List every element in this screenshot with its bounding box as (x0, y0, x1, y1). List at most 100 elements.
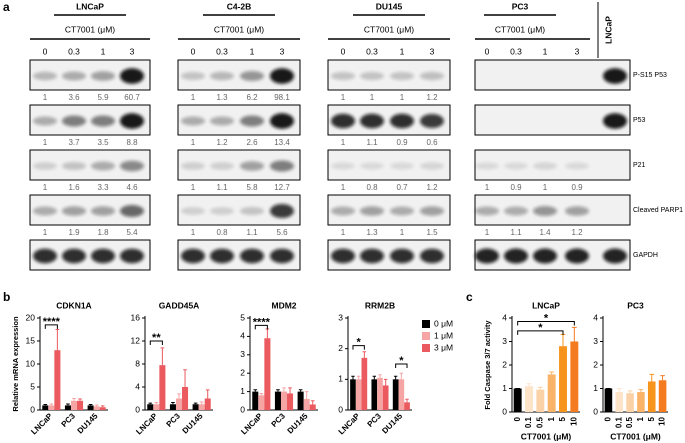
quantification: 1 (485, 228, 490, 237)
x-tick-label: PC3 (366, 411, 384, 429)
y-tick-label: 20 (26, 312, 36, 322)
x-tick-label: DU145 (380, 411, 404, 435)
quantification: 0.9 (510, 183, 522, 192)
y-tick-label: 1 (593, 383, 598, 393)
error-bar (571, 326, 577, 342)
error-bar (148, 402, 153, 405)
bar (42, 405, 49, 410)
band (420, 248, 444, 264)
band (91, 71, 115, 81)
band (181, 116, 205, 126)
x-tick-label: 0 (513, 416, 522, 421)
bar (371, 379, 378, 410)
quantification: 4.6 (126, 183, 138, 192)
quantification: 1.2 (571, 228, 583, 237)
band (420, 71, 444, 81)
bar (513, 388, 522, 412)
y-tick-label: 0 (338, 404, 343, 414)
bar (570, 341, 579, 412)
error-bar (383, 378, 388, 386)
dose-label: 0 (341, 46, 346, 56)
quantification: 0.7 (396, 183, 408, 192)
quantification: 1 (400, 228, 405, 237)
error-bar (78, 398, 82, 401)
band (240, 161, 264, 171)
quantification: 1 (191, 93, 196, 102)
legend-swatch (422, 320, 430, 328)
panel-label: a (3, 0, 10, 14)
error-bar (399, 372, 404, 380)
chart-title: PC3 (627, 300, 644, 310)
significance-bracket (517, 321, 575, 326)
x-tick-label: LNCaP (29, 411, 54, 436)
bar (159, 365, 166, 410)
error-bar (616, 388, 622, 393)
bar (615, 392, 624, 412)
y-tick-label: 0 (502, 406, 507, 416)
bar (637, 392, 645, 412)
error-bar (199, 401, 204, 405)
x-tick-label: DU145 (181, 411, 205, 435)
error-bar (66, 403, 70, 406)
band (62, 115, 86, 127)
bar (99, 407, 106, 410)
cell-line-label: LNCaP (76, 1, 104, 11)
quantification: 3.3 (97, 183, 109, 192)
band (533, 162, 557, 170)
band (62, 71, 86, 81)
error-bar (72, 398, 76, 401)
chart-title: MDM2 (271, 300, 296, 310)
band (240, 248, 264, 264)
quantification: 1 (341, 228, 346, 237)
band (181, 72, 205, 80)
bar (350, 379, 356, 410)
band (181, 207, 205, 215)
dose-label: 0 (43, 46, 48, 56)
error-bar (393, 375, 398, 380)
significance-label: * (357, 337, 362, 349)
row-label: P53 (633, 117, 646, 124)
bar (87, 405, 94, 410)
bar (626, 393, 634, 412)
band (91, 115, 115, 127)
significance-bracket (149, 340, 163, 345)
error-bar (649, 373, 655, 382)
bar (198, 404, 205, 410)
dose-label: 0.3 (366, 46, 378, 56)
band (33, 116, 57, 126)
band (62, 162, 86, 170)
dose-label: 3 (130, 46, 135, 56)
dose-label: 3 (575, 46, 580, 56)
legend-swatch (422, 344, 430, 352)
band (33, 71, 57, 81)
x-tick-label: 1 (636, 416, 645, 421)
band (565, 206, 589, 216)
quantification: 1.9 (68, 228, 80, 237)
band (210, 162, 234, 170)
error-bar (638, 389, 644, 393)
band (360, 162, 384, 170)
band (603, 248, 627, 264)
band (120, 68, 144, 84)
error-bar (378, 374, 382, 378)
band (33, 248, 57, 264)
y-tick-label: 5 (30, 381, 35, 391)
quantification: 1.3 (216, 93, 228, 102)
band (210, 248, 234, 264)
quantification: 13.4 (274, 138, 290, 147)
quantification: 1.1 (216, 183, 228, 192)
y-tick-label: 2 (502, 359, 507, 369)
chart-title: GADD45A (159, 300, 200, 310)
bar (398, 379, 405, 410)
band (210, 116, 234, 126)
y-tick-label: 12 (131, 335, 141, 345)
x-tick-label: 10 (658, 416, 667, 425)
quantification: 0.8 (366, 183, 378, 192)
band (603, 113, 627, 129)
band (533, 248, 557, 264)
legend-label: 0 μM (434, 318, 453, 328)
bar (297, 391, 304, 410)
band (390, 206, 414, 216)
row-label: GAPDH (633, 252, 658, 259)
error-bar (627, 390, 633, 394)
